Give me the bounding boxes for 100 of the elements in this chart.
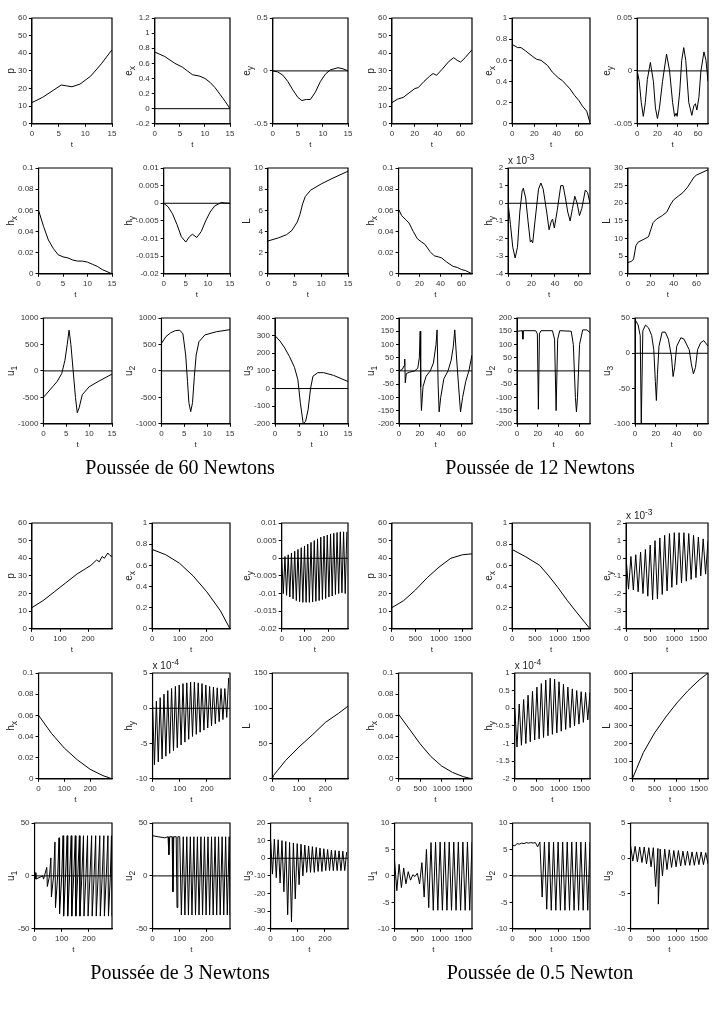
x-tick-label: 1000 [431, 933, 450, 943]
y-tick-label: 0.2 [136, 602, 148, 612]
x-tick-label: 60 [456, 128, 466, 138]
y-axis-title: u1 [365, 870, 379, 882]
x-tick-label: 10 [316, 278, 327, 288]
y-tick-label: -4 [613, 624, 622, 633]
y-tick-label: 10 [253, 163, 264, 173]
y-tick-label: -5 [618, 888, 627, 898]
y-tick-label: -0.02 [140, 269, 160, 278]
x-tick-label: 500 [647, 783, 662, 793]
y-tick-label: 0 [143, 871, 149, 881]
y-tick-label: 0.06 [17, 710, 35, 720]
y-tick-label: -500 [140, 392, 158, 402]
y-tick-label: 0.6 [496, 55, 508, 65]
x-tick-label: 60 [457, 278, 467, 288]
y-tick-label: 0.4 [136, 581, 148, 591]
y-tick-label: 40 [17, 48, 28, 58]
y-tick-label: -100 [496, 392, 513, 402]
y-axis-title: u2 [123, 365, 137, 377]
x-tick-label: 10 [319, 428, 329, 438]
y-tick-label: -10 [136, 774, 149, 783]
x-axis-title: t [70, 140, 74, 150]
y-tick-label: -1.5 [495, 756, 511, 766]
y-tick-label: 0 [143, 703, 149, 713]
x-tick-label: 10 [203, 278, 213, 288]
x-tick-label: 60 [693, 428, 703, 438]
y-axis-title: L [601, 217, 612, 224]
y-tick-label: -40 [254, 924, 267, 933]
y-axis-title: L [601, 722, 612, 729]
x-tick-label: 1500 [453, 933, 473, 943]
y-tick-label: -10 [254, 871, 267, 881]
y-tick-label: 0.4 [138, 73, 151, 83]
y-tick-label: 0 [616, 553, 622, 563]
y-axis-title: ex [123, 570, 137, 581]
y-tick-label: 20 [17, 588, 28, 598]
y-tick-label: 0.8 [138, 43, 151, 53]
x-tick-label: 100 [172, 633, 187, 643]
y-tick-label: 10 [17, 101, 28, 111]
x-tick-label: 20 [527, 278, 537, 288]
y-tick-label: 30 [377, 66, 388, 76]
y-axis-title: hy [483, 215, 497, 226]
y-tick-label: 0 [385, 871, 391, 881]
y-tick-label: 40 [377, 553, 388, 563]
x-tick-label: 100 [55, 933, 69, 943]
y-tick-label: 0.06 [17, 205, 35, 215]
y-tick-label: 0.2 [138, 88, 151, 98]
y-tick-label: 0.08 [377, 689, 395, 699]
y-tick-label: 20 [256, 818, 267, 828]
y-tick-label: 10 [498, 818, 509, 828]
y-tick-label: 150 [380, 326, 395, 336]
x-tick-label: 5 [56, 128, 62, 138]
x-tick-label: 15 [343, 428, 353, 438]
y-tick-label: 0.8 [136, 539, 148, 549]
x-tick-label: 60 [573, 278, 584, 288]
x-tick-label: 200 [82, 933, 97, 943]
x-tick-label: 200 [200, 783, 215, 793]
x-tick-label: 20 [529, 128, 540, 138]
y-axis-title: hy [483, 720, 497, 731]
x-tick-label: 200 [200, 933, 215, 943]
y-tick-label: -20 [254, 888, 267, 898]
x-axis-title: t [194, 440, 198, 450]
y-tick-label: 0.8 [496, 34, 508, 44]
x-tick-label: 0 [396, 278, 402, 288]
y-tick-label: 30 [613, 163, 624, 173]
y-tick-label: 0.01 [261, 518, 278, 528]
y-tick-label: 200 [380, 313, 395, 323]
y-tick-label: -10 [496, 924, 509, 933]
x-tick-label: 200 [200, 633, 214, 643]
y-tick-label: 50 [621, 313, 631, 323]
y-tick-label: 50 [385, 352, 395, 362]
x-tick-label: 60 [574, 128, 584, 138]
x-tick-label: 1000 [549, 633, 568, 643]
y-tick-label: 50 [17, 535, 28, 545]
x-axis-title: t [70, 645, 74, 655]
y-tick-label: 0.08 [377, 184, 395, 194]
x-tick-label: 60 [693, 128, 703, 138]
x-tick-label: 40 [554, 428, 564, 438]
y-tick-label: 10 [256, 835, 267, 845]
x-tick-label: 1500 [571, 933, 591, 943]
y-tick-label: 0 [621, 853, 627, 863]
y-tick-label: -0.5 [495, 721, 511, 731]
x-axis-title: t [306, 290, 310, 300]
y-tick-label: -500 [22, 392, 40, 402]
y-tick-label: 0 [262, 774, 268, 783]
y-tick-label: 30 [377, 571, 388, 581]
y-tick-label: 0 [22, 624, 28, 633]
y-axis-title: p [365, 572, 376, 579]
y-tick-label: 0 [34, 366, 40, 376]
y-axis-title: hx [365, 215, 379, 226]
y-tick-label: 0.1 [22, 668, 35, 678]
y-tick-label: 1 [502, 13, 508, 23]
x-axis-title: t [549, 140, 553, 150]
x-tick-label: 0 [396, 783, 402, 793]
y-tick-label: 0.02 [17, 752, 35, 762]
x-tick-label: 500 [528, 933, 543, 943]
x-tick-label: 1000 [667, 933, 686, 943]
y-tick-label: 5 [621, 818, 627, 828]
y-tick-label: -0.005 [254, 571, 278, 581]
x-tick-label: 20 [410, 128, 420, 138]
x-tick-label: 15 [107, 278, 117, 288]
